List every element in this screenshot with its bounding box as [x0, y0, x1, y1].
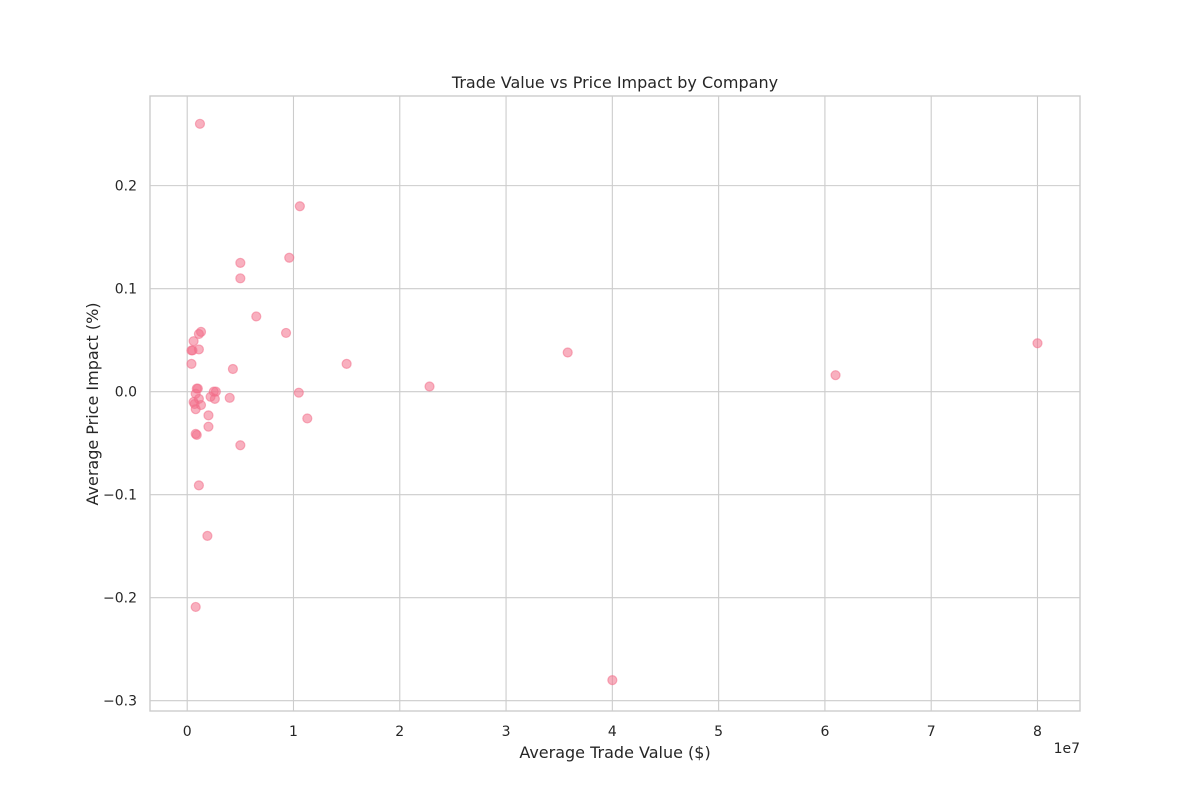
scatter-point: [194, 118, 206, 129]
scatter-point: [235, 273, 246, 284]
y-tick-label: −0.1: [103, 488, 137, 504]
scatter-point: [235, 257, 246, 268]
x-axis-offset-label: 1e7: [1054, 741, 1080, 757]
plot-frame: [149, 95, 1081, 712]
scatter-point: [284, 252, 295, 263]
scatter-point: [193, 344, 204, 355]
y-tick-label: 0.0: [115, 385, 137, 401]
chart-title: Trade Value vs Price Impact by Company: [451, 73, 778, 92]
x-tick-label: 1: [289, 724, 298, 740]
scatter-point: [202, 530, 213, 541]
scatter-point: [251, 311, 262, 322]
scatter-point: [209, 393, 220, 404]
scatter-point: [235, 440, 246, 451]
scatter-point: [193, 328, 204, 340]
x-tick-label: 6: [820, 724, 829, 740]
y-tick-label: 0.1: [115, 282, 137, 298]
scatter-point: [424, 381, 435, 392]
gridlines: [150, 96, 1080, 711]
x-tick-label: 3: [502, 724, 511, 740]
scatter-point: [293, 387, 304, 398]
x-tick-label: 0: [183, 724, 192, 740]
scatter-point: [280, 327, 292, 339]
x-tick-label: 7: [927, 724, 936, 740]
scatter-point: [224, 392, 235, 403]
y-tick-labels: −0.3 −0.2 −0.1 0.0 0.1 0.2: [103, 179, 137, 710]
x-tick-label: 2: [395, 724, 404, 740]
scatter-point: [186, 358, 197, 369]
scatter-point: [1032, 338, 1043, 349]
y-tick-label: −0.3: [103, 694, 137, 710]
scatter-point: [607, 674, 618, 686]
scatter-point: [188, 336, 199, 347]
y-tick-label: 0.2: [115, 179, 137, 195]
scatter-point: [227, 363, 239, 375]
scatter-point: [830, 370, 841, 381]
scatter-point: [294, 201, 305, 212]
scatter-point: [341, 358, 352, 369]
scatter-point: [190, 404, 201, 415]
scatter-point: [193, 480, 204, 491]
scatter-point: [190, 601, 201, 613]
data-points: [186, 118, 1043, 686]
x-tick-label: 8: [1033, 724, 1042, 740]
scatter-point: [203, 410, 214, 421]
x-tick-labels: 0 1 2 3 4 5 6 7 8: [183, 724, 1042, 740]
x-axis-label: Average Trade Value ($): [519, 743, 710, 762]
scatter-point: [562, 347, 573, 358]
y-axis-label: Average Price Impact (%): [83, 302, 102, 505]
y-tick-label: −0.2: [103, 591, 137, 607]
x-tick-label: 5: [714, 724, 723, 740]
scatter-point: [191, 429, 202, 441]
scatter-point: [203, 421, 214, 432]
scatter-point: [302, 413, 313, 424]
x-tick-label: 4: [608, 724, 617, 740]
